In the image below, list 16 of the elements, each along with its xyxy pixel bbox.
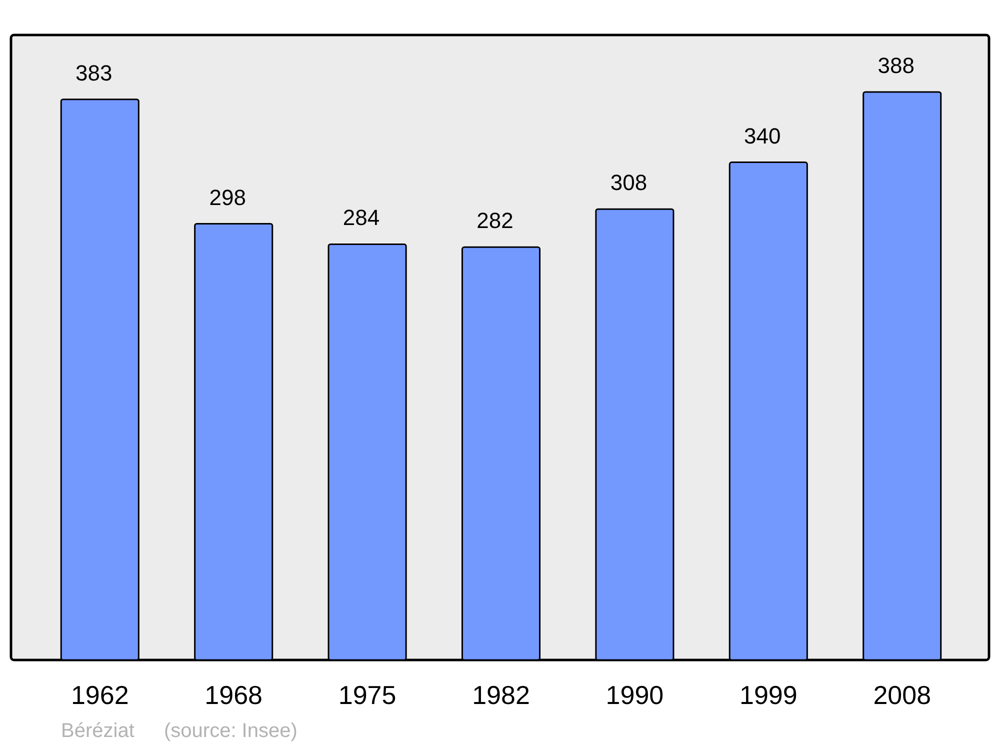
text: Béréziat: [61, 720, 135, 742]
x-tick-label: 1982: [472, 680, 530, 710]
x-tick-label: 1975: [338, 680, 396, 710]
data-label: 340: [744, 123, 781, 148]
data-label: 282: [476, 208, 514, 234]
x-tick-label: 2008: [873, 680, 932, 710]
x-tick-label: 1999: [739, 680, 798, 710]
data-label: 308: [610, 170, 648, 196]
x-tick-label: 1962: [70, 680, 129, 710]
data-label: 388: [878, 53, 914, 78]
x-tick-label: 1968: [204, 680, 263, 710]
text: (source: Insee): [164, 720, 298, 742]
data-label: 383: [76, 60, 112, 86]
x-tick-label: 1990: [606, 680, 664, 710]
data-label: 298: [209, 184, 246, 210]
data-label: 284: [342, 205, 380, 230]
